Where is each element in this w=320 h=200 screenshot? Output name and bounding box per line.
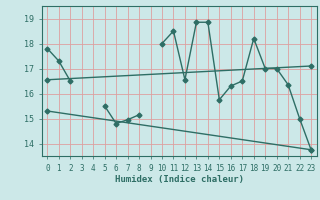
X-axis label: Humidex (Indice chaleur): Humidex (Indice chaleur) xyxy=(115,175,244,184)
